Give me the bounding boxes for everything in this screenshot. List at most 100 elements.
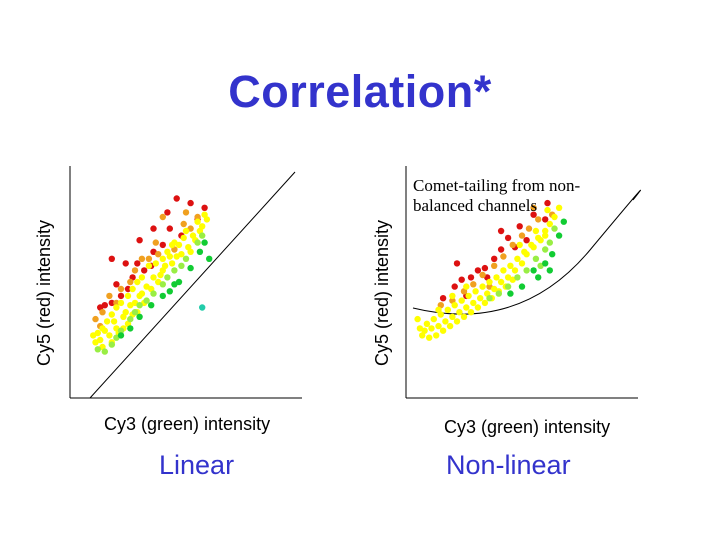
data-point-red: [108, 299, 116, 307]
data-point-yellow: [92, 339, 99, 346]
data-point-yellow: [117, 299, 125, 307]
data-point-yellow: [110, 318, 118, 325]
data-point-red: [516, 223, 523, 230]
data-point-yellow: [138, 274, 146, 281]
data-point-green: [159, 292, 166, 300]
data-point-yellow: [542, 232, 549, 239]
data-point-green: [187, 264, 194, 272]
data-point-yellow: [103, 318, 111, 325]
data-point-yellow: [157, 271, 164, 279]
data-point-yellow: [467, 309, 475, 316]
data-point-yellow: [180, 234, 187, 242]
data-point-red: [201, 204, 208, 211]
data-point-lightgreen: [542, 246, 549, 253]
data-point-red: [504, 234, 512, 242]
data-point-yellow: [542, 227, 549, 235]
data-point-yellow: [426, 334, 433, 341]
data-point-yellow: [435, 322, 442, 330]
data-point-red: [497, 246, 505, 253]
data-point-orange: [182, 209, 190, 216]
data-point-red: [497, 227, 505, 235]
data-point-lightgreen: [164, 274, 171, 281]
data-point-yellow: [465, 292, 472, 300]
data-point-lightgreen: [94, 346, 102, 353]
data-point-red: [523, 237, 530, 244]
data-point-lightgreen: [143, 297, 150, 304]
data-point-lightgreen: [199, 232, 206, 239]
data-point-yellow: [194, 218, 201, 225]
data-point-red: [542, 216, 549, 223]
data-point-yellow: [428, 325, 435, 332]
data-point-red: [124, 285, 132, 293]
data-point-yellow: [199, 223, 206, 230]
data-point-yellow: [442, 318, 449, 325]
data-point-lightgreen: [514, 274, 521, 281]
data-point-yellow: [463, 283, 470, 290]
caption-linear: Linear: [159, 450, 235, 480]
data-point-red: [467, 274, 475, 281]
data-point-yellow: [453, 318, 461, 325]
data-point-green: [117, 332, 125, 339]
data-point-orange: [518, 232, 526, 239]
data-point-yellow: [544, 206, 551, 214]
data-point-red: [113, 281, 120, 288]
data-point-orange: [145, 255, 153, 262]
data-point-yellow: [171, 239, 178, 246]
data-point-yellow: [101, 327, 109, 334]
data-point-lightgreen: [131, 309, 139, 316]
data-point-green: [136, 313, 143, 320]
data-point-orange: [117, 285, 125, 293]
data-point-lightgreen: [532, 255, 540, 262]
data-point-yellow: [134, 278, 141, 286]
data-point-orange: [500, 253, 507, 260]
data-point-yellow: [444, 306, 451, 313]
data-point-orange: [530, 204, 537, 211]
data-point-yellow: [124, 292, 132, 300]
data-point-lightgreen: [178, 262, 185, 269]
data-point-yellow: [113, 304, 120, 311]
data-point-lightgreen: [486, 295, 493, 302]
data-point-red: [150, 225, 157, 232]
data-point-yellow: [497, 278, 505, 286]
data-point-yellow: [166, 253, 173, 260]
x-axis-label: Cy3 (green) intensity: [444, 417, 610, 437]
data-point-yellow: [511, 267, 519, 274]
data-point-yellow: [168, 260, 176, 267]
data-point-orange: [106, 292, 113, 300]
data-point-yellow: [532, 227, 540, 235]
data-point-yellow: [555, 204, 563, 211]
data-point-yellow: [129, 285, 136, 293]
data-point-green: [206, 255, 213, 262]
points-group: [414, 199, 567, 341]
data-point-orange: [486, 283, 493, 290]
data-point-green: [507, 290, 514, 297]
data-point-yellow: [164, 248, 171, 255]
x-axis-label: Cy3 (green) intensity: [104, 414, 270, 434]
data-point-red: [108, 255, 116, 262]
data-point-lightgreen: [108, 341, 116, 348]
data-point-red: [159, 241, 166, 249]
data-point-yellow: [516, 241, 523, 249]
data-point-orange: [194, 213, 201, 221]
data-point-red: [117, 292, 125, 300]
data-point-green: [166, 288, 173, 295]
data-point-yellow: [486, 278, 493, 286]
data-point-red: [474, 267, 482, 274]
data-point-yellow: [138, 290, 146, 297]
data-point-green: [542, 260, 549, 267]
data-point-yellow: [430, 315, 437, 323]
data-point-lightgreen: [551, 225, 558, 232]
data-point-orange: [113, 299, 120, 307]
data-point-yellow: [159, 255, 166, 262]
data-point-orange: [535, 216, 542, 223]
data-point-teal: [199, 304, 206, 311]
data-point-yellow: [187, 248, 194, 255]
data-point-green: [518, 283, 526, 290]
data-point-green: [171, 281, 178, 288]
data-point-orange: [127, 278, 134, 286]
data-point-yellow: [203, 216, 211, 223]
data-point-lightgreen: [117, 327, 125, 334]
data-point-yellow: [458, 297, 465, 304]
data-point-lightgreen: [546, 239, 553, 246]
